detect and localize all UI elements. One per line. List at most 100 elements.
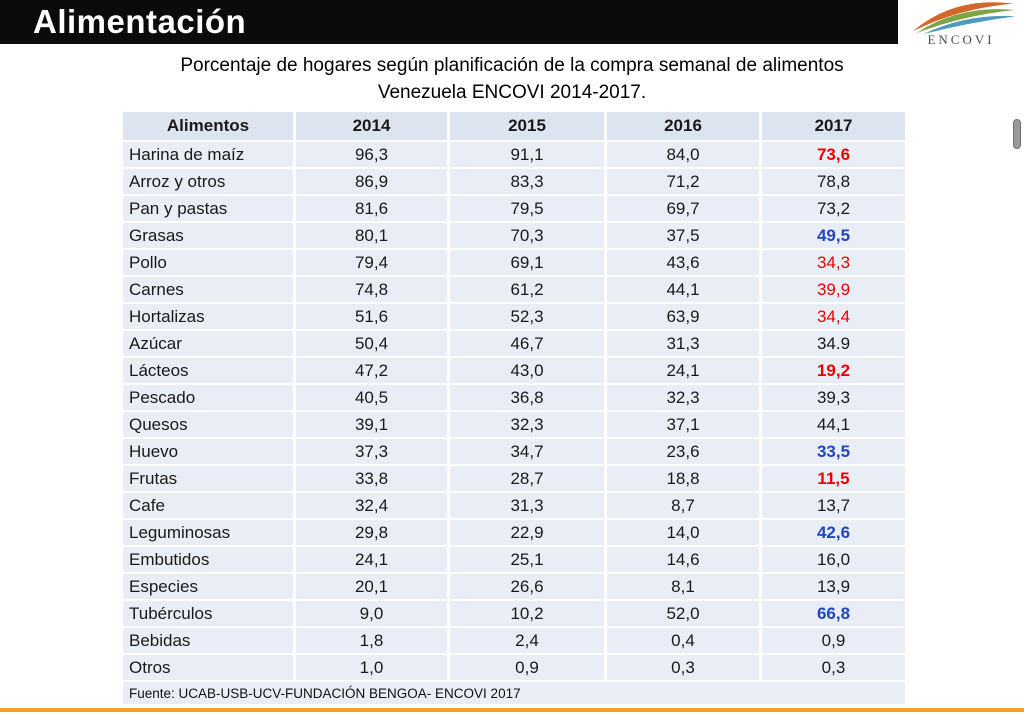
value-cell: 37,1 [607, 412, 759, 437]
value-cell: 39,1 [296, 412, 447, 437]
food-name-cell: Embutidos [123, 547, 293, 572]
value-cell: 42,6 [762, 520, 905, 545]
bottom-accent-line [0, 708, 1024, 712]
value-cell: 13,7 [762, 493, 905, 518]
table-row: Embutidos 24,1 25,1 14,6 16,0 [123, 547, 905, 572]
food-name-cell: Frutas [123, 466, 293, 491]
value-cell: 49,5 [762, 223, 905, 248]
table-row: Harina de maíz 96,3 91,1 84,0 73,6 [123, 142, 905, 167]
value-cell: 32,3 [450, 412, 604, 437]
table-row: Grasas 80,1 70,3 37,5 49,5 [123, 223, 905, 248]
food-name-cell: Especies [123, 574, 293, 599]
food-name-cell: Cafe [123, 493, 293, 518]
column-header: 2016 [607, 112, 759, 140]
value-cell: 39,9 [762, 277, 905, 302]
value-cell: 0,4 [607, 628, 759, 653]
value-cell: 2,4 [450, 628, 604, 653]
title-bar: Alimentación [0, 0, 898, 44]
value-cell: 25,1 [450, 547, 604, 572]
value-cell: 44,1 [607, 277, 759, 302]
value-cell: 34,3 [762, 250, 905, 275]
data-table: Alimentos 2014 2015 2016 2017 Harina de maíz 9… [123, 112, 905, 704]
food-name-cell: Pescado [123, 385, 293, 410]
value-cell: 79,4 [296, 250, 447, 275]
value-cell: 86,9 [296, 169, 447, 194]
value-cell: 84,0 [607, 142, 759, 167]
chart-title-line2: Venezuela ENCOVI 2014-2017. [377, 82, 647, 103]
value-cell: 96,3 [296, 142, 447, 167]
value-cell: 34.9 [762, 331, 905, 356]
value-cell: 26,6 [450, 574, 604, 599]
value-cell: 31,3 [450, 493, 604, 518]
food-name-cell: Hortalizas [123, 304, 293, 329]
value-cell: 50,4 [296, 331, 447, 356]
food-name-cell: Pan y pastas [123, 196, 293, 221]
food-name-cell: Quesos [123, 412, 293, 437]
food-name-cell: Lácteos [123, 358, 293, 383]
scrollbar-thumb[interactable] [1013, 119, 1021, 149]
table-row: Hortalizas 51,6 52,3 63,9 34,4 [123, 304, 905, 329]
value-cell: 81,6 [296, 196, 447, 221]
value-cell: 40,5 [296, 385, 447, 410]
value-cell: 36,8 [450, 385, 604, 410]
table-row: Especies 20,1 26,6 8,1 13,9 [123, 574, 905, 599]
value-cell: 83,3 [450, 169, 604, 194]
value-cell: 13,9 [762, 574, 905, 599]
value-cell: 24,1 [296, 547, 447, 572]
food-name-cell: Huevo [123, 439, 293, 464]
table-row: Bebidas 1,8 2,4 0,4 0,9 [123, 628, 905, 653]
table-row: Frutas 33,8 28,7 18,8 11,5 [123, 466, 905, 491]
value-cell: 28,7 [450, 466, 604, 491]
value-cell: 8,1 [607, 574, 759, 599]
food-name-cell: Azúcar [123, 331, 293, 356]
value-cell: 19,2 [762, 358, 905, 383]
table-source-note: Fuente: UCAB-USB-UCV-FUNDACIÓN BENGOA- E… [123, 682, 905, 704]
value-cell: 66,8 [762, 601, 905, 626]
column-header: 2014 [296, 112, 447, 140]
table-row: Pescado 40,5 36,8 32,3 39,3 [123, 385, 905, 410]
value-cell: 0,3 [607, 655, 759, 680]
value-cell: 43,6 [607, 250, 759, 275]
value-cell: 46,7 [450, 331, 604, 356]
value-cell: 32,4 [296, 493, 447, 518]
food-name-cell: Bebidas [123, 628, 293, 653]
value-cell: 91,1 [450, 142, 604, 167]
value-cell: 73,2 [762, 196, 905, 221]
value-cell: 74,8 [296, 277, 447, 302]
value-cell: 0,3 [762, 655, 905, 680]
value-cell: 43,0 [450, 358, 604, 383]
table-row: Cafe 32,4 31,3 8,7 13,7 [123, 493, 905, 518]
table-row: Huevo 37,3 34,7 23,6 33,5 [123, 439, 905, 464]
table-row: Otros 1,0 0,9 0,3 0,3 [123, 655, 905, 680]
food-name-cell: Leguminosas [123, 520, 293, 545]
value-cell: 31,3 [607, 331, 759, 356]
value-cell: 33,5 [762, 439, 905, 464]
food-name-cell: Carnes [123, 277, 293, 302]
value-cell: 9,0 [296, 601, 447, 626]
value-cell: 71,2 [607, 169, 759, 194]
value-cell: 0,9 [450, 655, 604, 680]
food-name-cell: Tubérculos [123, 601, 293, 626]
food-name-cell: Grasas [123, 223, 293, 248]
column-header: 2015 [450, 112, 604, 140]
chart-title-line1: Porcentaje de hogares según planificació… [180, 55, 844, 76]
value-cell: 1,0 [296, 655, 447, 680]
food-name-cell: Arroz y otros [123, 169, 293, 194]
food-name-cell: Pollo [123, 250, 293, 275]
table-row: Lácteos 47,2 43,0 24,1 19,2 [123, 358, 905, 383]
value-cell: 34,7 [450, 439, 604, 464]
value-cell: 70,3 [450, 223, 604, 248]
value-cell: 24,1 [607, 358, 759, 383]
value-cell: 22,9 [450, 520, 604, 545]
page-title: Alimentación [33, 3, 247, 40]
value-cell: 20,1 [296, 574, 447, 599]
table-row: Pollo 79,4 69,1 43,6 34,3 [123, 250, 905, 275]
value-cell: 78,8 [762, 169, 905, 194]
food-name-cell: Otros [123, 655, 293, 680]
value-cell: 14,0 [607, 520, 759, 545]
value-cell: 80,1 [296, 223, 447, 248]
encovi-logo: ENCOVI [898, 0, 1024, 52]
value-cell: 8,7 [607, 493, 759, 518]
chart-title: Porcentaje de hogares según planificació… [0, 52, 1024, 106]
